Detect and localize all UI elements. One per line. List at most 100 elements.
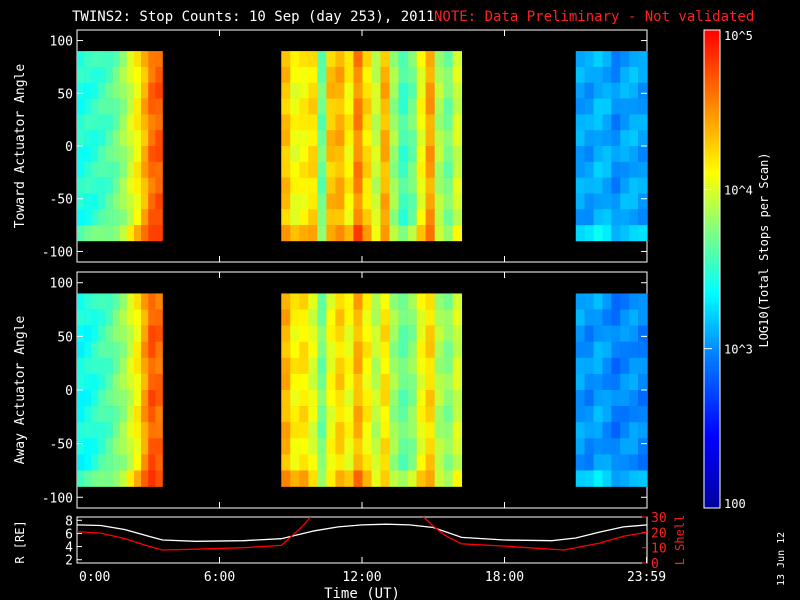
heatmap-cell xyxy=(443,406,454,423)
heatmap-cell xyxy=(452,293,463,310)
colorbar-tick-label: 10^3 xyxy=(724,343,753,357)
heatmap-cell xyxy=(281,225,291,242)
heatmap-cell xyxy=(317,161,327,178)
heatmap-cell xyxy=(299,422,309,439)
heatmap-cell xyxy=(398,225,408,242)
heatmap-cell xyxy=(98,357,106,375)
heatmap-cell xyxy=(344,66,354,84)
heatmap-cell xyxy=(141,146,149,163)
heatmap-cell xyxy=(425,325,435,343)
heatmap-cell xyxy=(105,225,113,242)
heatmap-cell xyxy=(602,293,612,310)
heatmap-cell xyxy=(443,357,454,375)
heatmap-cell xyxy=(398,51,408,68)
orbit-y2-axis-label: L Shell xyxy=(673,515,687,566)
heatmap-cell xyxy=(105,470,113,487)
heatmap-cell xyxy=(416,193,426,210)
heatmap-cell xyxy=(105,161,113,178)
heatmap-cell xyxy=(584,406,594,423)
heatmap-cell xyxy=(425,373,435,391)
heatmap-cell xyxy=(119,146,128,163)
heatmap-cell xyxy=(155,293,163,310)
heatmap-cell xyxy=(575,98,585,115)
heatmap-cell xyxy=(620,146,630,163)
heatmap-cell xyxy=(308,66,318,84)
heatmap-cell xyxy=(638,66,648,84)
heatmap-cell xyxy=(119,406,128,423)
heatmap-cell xyxy=(141,193,149,210)
heatmap-cell xyxy=(344,209,354,226)
heatmap-cell xyxy=(299,341,309,359)
heatmap-cell xyxy=(620,114,630,131)
heatmap-cell xyxy=(119,293,128,310)
heatmap-cell xyxy=(371,357,381,375)
heatmap-cell xyxy=(299,146,309,163)
heatmap-cell xyxy=(593,309,603,326)
heatmap-cell xyxy=(620,406,630,423)
heatmap-cell xyxy=(584,209,594,226)
heatmap-cell xyxy=(126,130,135,147)
heatmap-cell xyxy=(155,130,163,147)
heatmap-cell xyxy=(593,130,603,147)
heatmap-cell xyxy=(112,438,121,455)
heatmap-cell xyxy=(326,193,336,210)
heatmap-cell xyxy=(281,161,291,178)
heatmap-cell xyxy=(629,82,639,99)
heatmap-cell xyxy=(308,438,318,455)
heatmap-cell xyxy=(611,98,621,115)
heatmap-cell xyxy=(155,82,163,99)
heatmap-cell xyxy=(326,130,336,147)
heatmap-cell xyxy=(362,193,372,210)
heatmap-cell xyxy=(326,225,336,242)
heatmap-cell xyxy=(638,161,648,178)
heatmap-cell xyxy=(452,309,463,326)
heatmap-cell xyxy=(290,390,300,407)
heatmap-cell xyxy=(389,454,399,471)
heatmap-cell xyxy=(112,422,121,439)
heatmap-cell xyxy=(141,66,149,84)
heatmap-cell xyxy=(308,470,318,487)
heatmap-cell xyxy=(407,438,417,455)
heatmap-cell xyxy=(389,193,399,210)
heatmap-cell xyxy=(380,470,390,487)
heatmap-cell xyxy=(141,325,149,343)
heatmap-cell xyxy=(389,325,399,343)
heatmap-cell xyxy=(344,161,354,178)
heatmap-cell xyxy=(575,130,585,147)
heatmap-cell xyxy=(362,406,372,423)
heatmap-cell xyxy=(611,66,621,84)
heatmap-cell xyxy=(105,146,113,163)
heatmap-cell xyxy=(148,225,156,242)
heatmap-cell xyxy=(344,406,354,423)
away-y-ticks: 100 50 0 -50 -100 xyxy=(42,272,648,508)
heatmap-cell xyxy=(126,98,135,115)
heatmap-cell xyxy=(416,161,426,178)
heatmap-cell xyxy=(98,82,106,99)
heatmap-cell xyxy=(380,51,390,68)
chart-title: TWINS2: Stop Counts: 10 Sep (day 253), 2… xyxy=(72,9,434,25)
heatmap-cell xyxy=(335,357,345,375)
heatmap-cell xyxy=(434,390,444,407)
heatmap-cell xyxy=(119,51,128,68)
heatmap-cell xyxy=(98,98,106,115)
heatmap-cell xyxy=(593,193,603,210)
heatmap-cell xyxy=(638,341,648,359)
heatmap-cell xyxy=(308,177,318,194)
heatmap-cell xyxy=(84,293,92,310)
heatmap-cell xyxy=(371,51,381,68)
heatmap-cell xyxy=(593,341,603,359)
heatmap-cell xyxy=(134,51,142,68)
heatmap-cell xyxy=(629,193,639,210)
heatmap-cell xyxy=(443,225,454,242)
heatmap-cell xyxy=(126,438,135,455)
heatmap-cell xyxy=(134,161,142,178)
away-heatmap-panel: 100 50 0 -50 -100 Away Actuator Angle xyxy=(13,271,648,509)
heatmap-cell xyxy=(308,341,318,359)
heatmap-cell xyxy=(281,357,291,375)
heatmap-cell xyxy=(148,209,156,226)
heatmap-cell xyxy=(308,114,318,131)
heatmap-cell xyxy=(112,341,121,359)
heatmap-cell xyxy=(84,470,92,487)
heatmap-cell xyxy=(148,146,156,163)
heatmap-cell xyxy=(362,225,372,242)
